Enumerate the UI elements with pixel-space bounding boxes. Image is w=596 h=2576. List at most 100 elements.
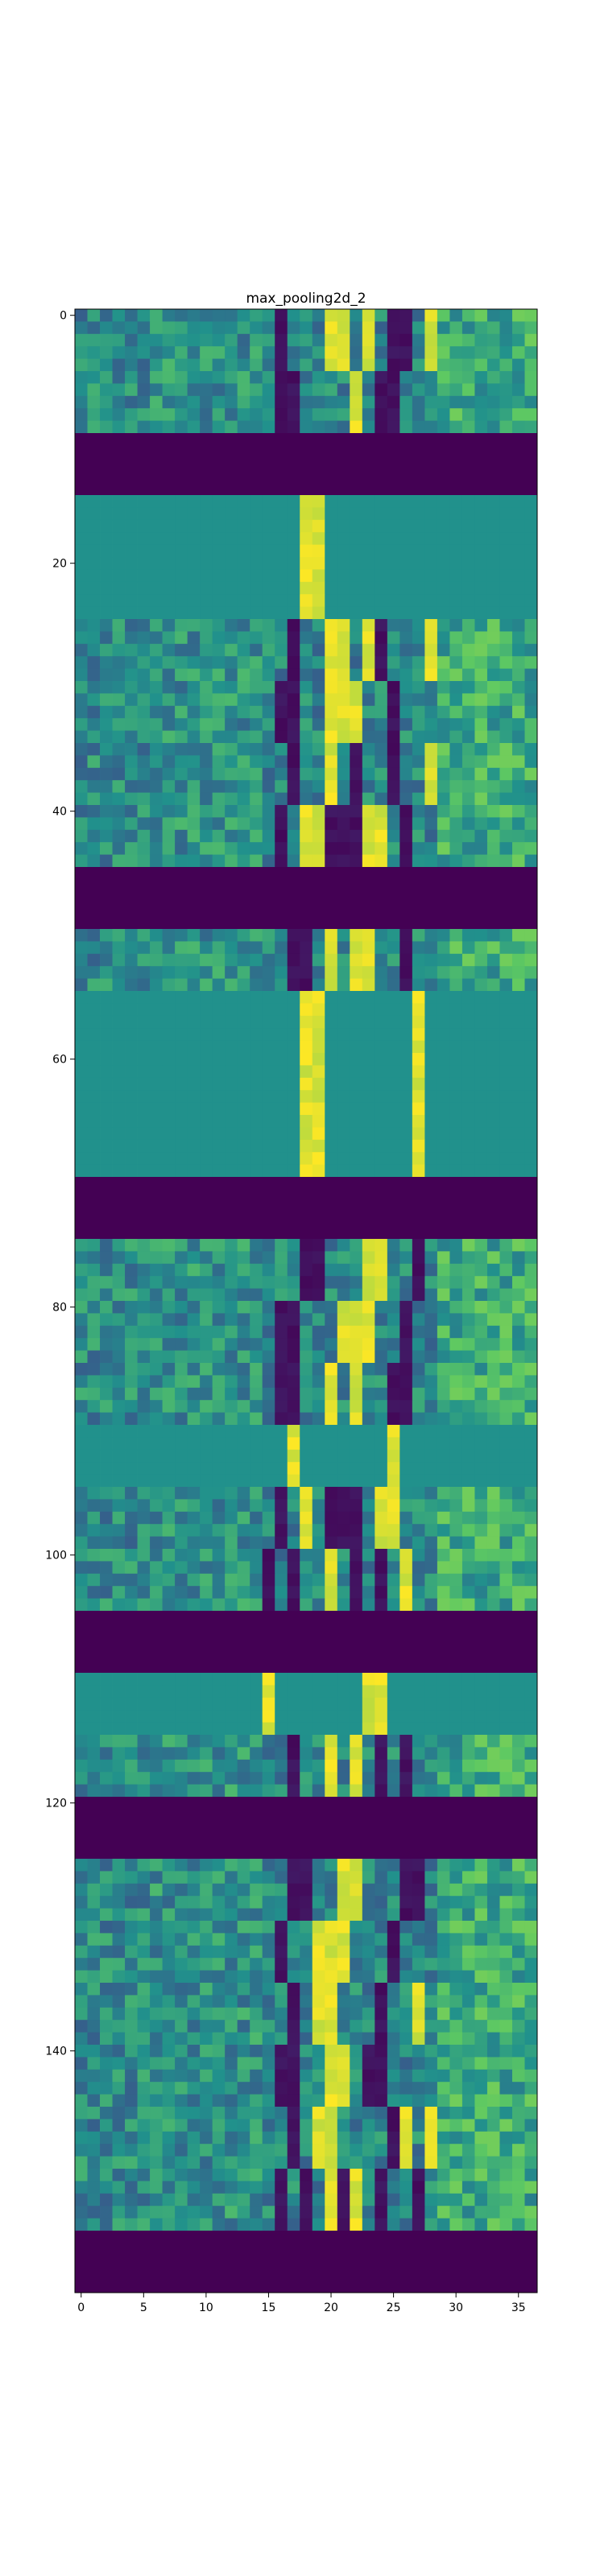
heatmap-cell [212,805,226,818]
heatmap-cell [237,2218,250,2231]
heatmap-cell [499,1487,513,1500]
heatmap-cell [350,743,363,756]
heatmap-cell [112,1685,126,1699]
heatmap-cell [524,2020,538,2033]
heatmap-cell [112,1995,126,2008]
heatmap-cell [325,1263,338,1277]
heatmap-cell [187,321,201,335]
heatmap-cell [387,1338,400,1351]
heatmap-cell [424,1412,438,1426]
heatmap-cell [125,1487,138,1500]
heatmap-cell [387,532,400,545]
heatmap-cell [275,1536,288,1550]
heatmap-cell [287,2094,300,2107]
heatmap-cell [200,1871,213,1885]
heatmap-cell [375,1239,388,1252]
heatmap-cell [412,1239,425,1252]
heatmap-cell [187,718,201,731]
heatmap-cell [499,1995,513,2008]
heatmap-cell [125,1871,138,1885]
heatmap-cell [137,1102,151,1116]
heatmap-cell [187,953,201,967]
heatmap-cell [312,569,325,583]
heatmap-cell [499,842,513,855]
heatmap-cell [437,1784,450,1798]
heatmap-cell [262,1573,275,1587]
heatmap-cell [461,2181,475,2194]
heatmap-cell [125,420,138,434]
heatmap-cell [112,1710,126,1723]
heatmap-cell [187,358,201,372]
heatmap-cell [412,346,425,359]
heatmap-cell [237,1536,250,1550]
heatmap-cell [449,371,463,384]
heatmap-cell [312,817,325,831]
heatmap-cell [524,730,538,744]
heatmap-cell [225,1772,238,1785]
heatmap-cell [387,1958,400,1971]
heatmap-cell [75,2107,88,2120]
heatmap-cell [150,1288,163,1302]
heatmap-cell [399,1065,413,1079]
heatmap-cell [187,1970,201,1984]
heatmap-cell [461,346,475,359]
heatmap-cell [112,1970,126,1984]
heatmap-cell [362,383,375,397]
heatmap-cell [250,1673,263,1686]
heatmap-cell [312,1164,325,1178]
heatmap-cell [87,1437,101,1451]
heatmap-cell [162,643,176,657]
heatmap-cell [300,1462,313,1475]
heatmap-cell [200,321,213,335]
heatmap-cell [387,1325,400,1339]
heatmap-cell [262,1301,275,1314]
heatmap-cell [225,668,238,682]
heatmap-cell [150,532,163,545]
heatmap-cell [499,2007,513,2021]
heatmap-cell [162,1077,176,1091]
heatmap-cell [399,829,413,843]
heatmap-cell [87,1313,101,1327]
heatmap-cell [237,2082,250,2095]
heatmap-cell [325,1945,338,1959]
heatmap-cell [125,2193,138,2207]
heatmap-cell [137,383,151,397]
heatmap-cell [312,705,325,719]
heatmap-cell [75,1449,88,1463]
heatmap-cell [112,1772,126,1785]
heatmap-cell [399,1722,413,1736]
heatmap-cell [449,1561,463,1575]
heatmap-cell [499,2181,513,2194]
heatmap-cell [312,2045,325,2058]
heatmap-cell [87,1474,101,1488]
heatmap-cell [461,1102,475,1116]
heatmap-cell [350,643,363,657]
heatmap-cell [237,495,250,508]
heatmap-cell [424,619,438,632]
heatmap-cell [375,2218,388,2231]
heatmap-cell [125,321,138,335]
heatmap-cell [237,557,250,570]
heatmap-cell [486,2131,500,2145]
heatmap-cell [175,718,188,731]
heatmap-cell [125,2082,138,2095]
heatmap-cell [362,854,375,868]
heatmap-cell [524,1276,538,1289]
heatmap-cell [200,2169,213,2182]
heatmap-cell [137,805,151,818]
heatmap-cell [212,1115,226,1128]
heatmap-cell [486,1784,500,1798]
heatmap-cell [362,569,375,583]
heatmap-cell [275,1759,288,1773]
heatmap-cell [325,2082,338,2095]
heatmap-cell [375,1921,388,1934]
heatmap-cell [449,1983,463,1996]
heatmap-cell [486,2057,500,2070]
heatmap-cell [524,346,538,359]
heatmap-cell [399,1697,413,1711]
heatmap-cell [75,1139,88,1153]
heatmap-cell [524,1747,538,1761]
heatmap-cell [162,1462,176,1475]
heatmap-cell [250,1152,263,1165]
heatmap-cell [250,755,263,769]
